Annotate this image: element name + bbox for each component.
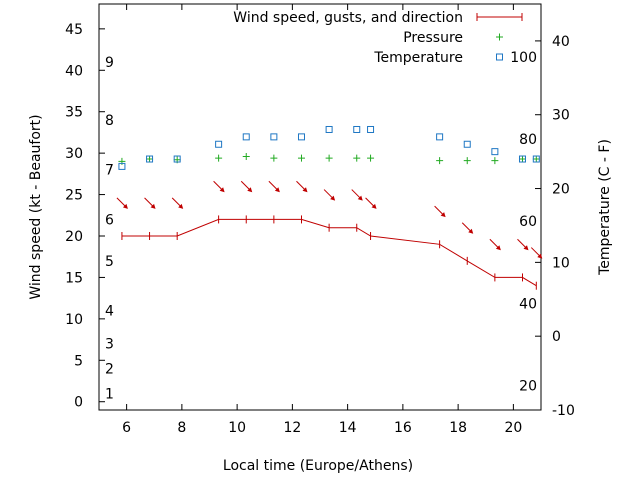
beaufort-label: 7 <box>105 163 114 179</box>
pressure-point <box>367 154 375 162</box>
y-tick-label: 20 <box>65 229 83 245</box>
temperature-point <box>518 155 526 163</box>
wind-arrow-head <box>150 203 156 209</box>
wind-arrow-head <box>274 187 280 193</box>
pressure-point <box>532 155 540 163</box>
temperature-point <box>436 133 444 141</box>
y2-axis-label: Temperature (C - F) <box>597 139 613 276</box>
wind-arrow-head <box>122 203 128 209</box>
temperature-point <box>118 162 126 170</box>
pressure-point <box>518 155 526 163</box>
beaufort-scale: 1 2 3 4 5 6 7 8 9 <box>105 55 114 402</box>
wind-arrow-head <box>523 245 529 251</box>
series-layer <box>116 125 543 290</box>
x-tick-label: 10 <box>228 420 246 436</box>
temperature-point <box>463 140 471 148</box>
legend-label-temperature: Temperature <box>373 50 463 66</box>
beaufort-label: 6 <box>105 212 114 228</box>
wind-arrow-head <box>219 187 225 193</box>
temperature-point <box>353 125 361 133</box>
beaufort-label: 8 <box>105 113 114 129</box>
y-axis-ticks: 0 5 10 15 20 25 30 35 40 45 <box>65 22 105 411</box>
x-tick-label: 8 <box>177 420 186 436</box>
beaufort-label: 2 <box>105 362 114 378</box>
y-tick-label: 10 <box>65 312 83 328</box>
y-tick-label: 0 <box>74 395 83 411</box>
beaufort-label: 9 <box>105 55 114 71</box>
pressure-point <box>353 154 361 162</box>
fahrenheit-label: 20 <box>519 379 537 395</box>
beaufort-label: 1 <box>105 386 114 402</box>
y-tick-label: 30 <box>65 146 83 162</box>
pressure-point <box>436 157 444 165</box>
wind-arrow-head <box>247 187 253 193</box>
y2-tick-label: 40 <box>552 34 570 50</box>
wind-arrow-head <box>440 212 446 218</box>
wind-arrow-head <box>495 245 501 251</box>
y-tick-label: 35 <box>65 105 83 121</box>
y2-tick-label: 0 <box>552 329 561 345</box>
fahrenheit-label: 60 <box>519 214 537 230</box>
wind-arrow-head <box>330 195 336 201</box>
beaufort-label: 3 <box>105 337 114 353</box>
wind-arrow-head <box>537 253 543 259</box>
temperature-point <box>173 155 181 163</box>
beaufort-label: 5 <box>105 254 114 270</box>
pressure-point <box>297 154 305 162</box>
legend-swatch-temperature <box>496 53 503 61</box>
fahrenheit-label: 80 <box>519 132 537 148</box>
y-tick-label: 15 <box>65 270 83 286</box>
temperature-point <box>270 133 278 141</box>
y2-tick-label: 10 <box>552 255 570 271</box>
x-tick-label: 6 <box>122 420 131 436</box>
y2-tick-label: -10 <box>552 403 575 419</box>
pressure-point <box>215 154 223 162</box>
temperature-point <box>491 148 499 156</box>
legend: Wind speed, gusts, and direction Pressure… <box>233 10 523 66</box>
temperature-point <box>532 155 540 163</box>
temperature-point <box>297 133 305 141</box>
x-axis-label: Local time (Europe/Athens) <box>223 458 413 474</box>
wind-arrow-head <box>371 203 377 209</box>
x-axis-ticks: 6 8 10 12 14 16 18 20 <box>122 4 522 436</box>
legend-label-pressure: Pressure <box>403 30 463 46</box>
y-tick-label: 40 <box>65 63 83 79</box>
temperature-point <box>367 125 375 133</box>
legend-swatch-pressure <box>496 33 503 41</box>
pressure-point <box>463 157 471 165</box>
pressure-point <box>242 152 250 160</box>
fahrenheit-scale: 20 40 60 80 100 <box>510 50 537 394</box>
wind-arrow-head <box>178 203 184 209</box>
y2-axis-ticks: -10 0 10 20 30 40 <box>535 34 575 419</box>
pressure-point <box>491 157 499 165</box>
wind-arrow-head <box>302 187 308 193</box>
y-tick-label: 5 <box>74 353 83 369</box>
temperature-point <box>242 133 250 141</box>
legend-label-wind: Wind speed, gusts, and direction <box>233 10 463 26</box>
temperature-point <box>215 140 223 148</box>
x-tick-label: 16 <box>394 420 412 436</box>
y2-tick-label: 30 <box>552 108 570 124</box>
y-axis-label: Wind speed (kt - Beaufort) <box>28 114 44 299</box>
x-tick-label: 18 <box>449 420 467 436</box>
fahrenheit-label: 40 <box>519 297 537 313</box>
x-tick-label: 20 <box>504 420 522 436</box>
temperature-point <box>325 125 333 133</box>
x-tick-label: 12 <box>283 420 301 436</box>
beaufort-label: 4 <box>105 304 114 320</box>
y2-tick-label: 20 <box>552 182 570 198</box>
wind-arrow-head <box>357 195 363 201</box>
fahrenheit-label: 100 <box>510 50 537 66</box>
y-tick-label: 45 <box>65 22 83 38</box>
y-tick-label: 25 <box>65 188 83 204</box>
plot-frame <box>98 3 542 411</box>
pressure-point <box>325 154 333 162</box>
x-tick-label: 14 <box>339 420 357 436</box>
wind-arrow-head <box>468 228 474 234</box>
pressure-point <box>270 154 278 162</box>
pressure-point <box>146 155 154 163</box>
temperature-point <box>146 155 154 163</box>
